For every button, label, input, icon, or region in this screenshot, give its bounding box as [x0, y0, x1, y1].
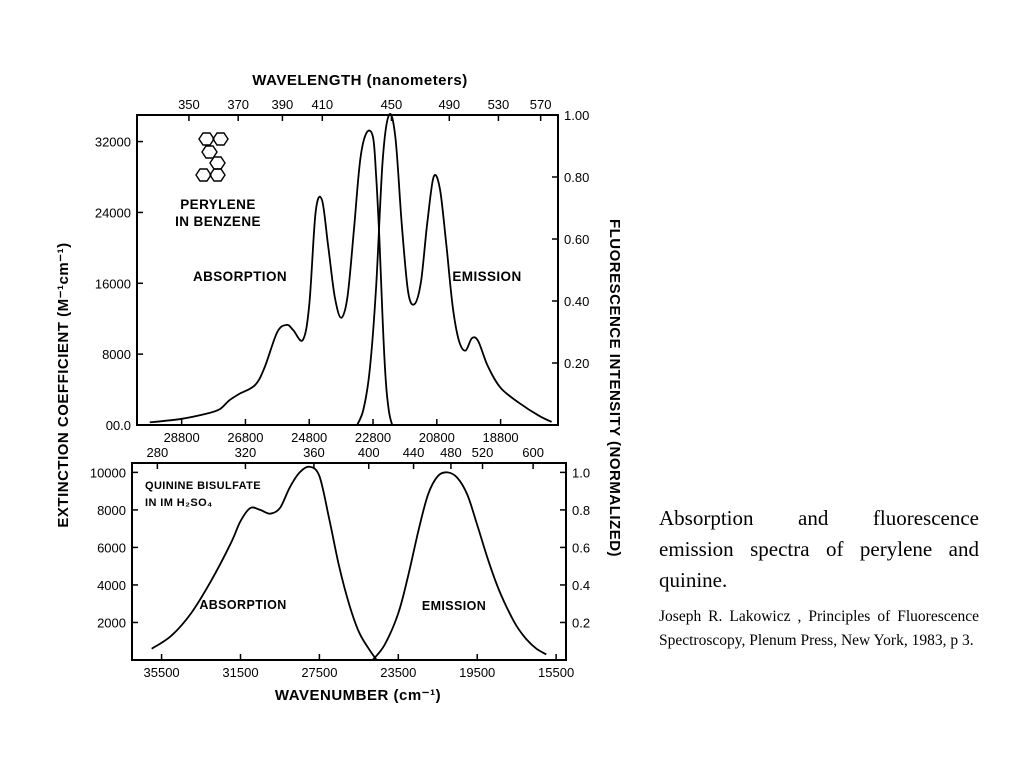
quinine-plot-frame — [131, 462, 567, 661]
wavelength-tick-label: 400 — [358, 445, 380, 460]
x-tick-label: 20800 — [419, 430, 455, 445]
wavelength-tick-label: 490 — [438, 97, 460, 112]
y-tick-label: 2000 — [97, 615, 126, 630]
quinine-absorption-label: ABSORPTION — [199, 598, 286, 612]
y-tick-label: 8000 — [97, 503, 126, 518]
quinine-intensity-ticks: 0.2 0.4 0.6 0.8 1.0 — [560, 465, 590, 630]
right-axis-title: FLUORESCENCE INTENSITY (NORMALIZED) — [606, 219, 623, 557]
wavelength-tick-label: 570 — [530, 97, 552, 112]
x-tick-label: 26800 — [227, 430, 263, 445]
y2-tick-label: 0.8 — [572, 503, 590, 518]
wavelength-tick-label: 450 — [381, 97, 403, 112]
y-tick-label: 4000 — [97, 578, 126, 593]
bottom-axis-title: WAVENUMBER (cm⁻¹) — [275, 687, 441, 704]
series-line-absorption — [151, 465, 378, 661]
y-tick-label: 32000 — [95, 135, 131, 150]
x-tick-label: 15500 — [538, 665, 574, 680]
wavelength-tick-label: 520 — [472, 445, 494, 460]
y2-tick-label: 0.2 — [572, 615, 590, 630]
x-tick-label: 28800 — [164, 430, 200, 445]
y2-tick-label: 1.00 — [564, 108, 589, 123]
wavelength-tick-label: 320 — [235, 445, 257, 460]
perylene-extinction-ticks: 00.0 8000 16000 24000 32000 — [95, 135, 143, 433]
perylene-curves — [149, 113, 552, 426]
perylene-emission-label: EMISSION — [452, 269, 521, 284]
top-axis-title: WAVELENGTH (nanometers) — [252, 72, 467, 89]
perylene-structure-icon — [195, 132, 229, 182]
wavelength-tick-label: 410 — [311, 97, 333, 112]
wavelength-tick-label: 440 — [403, 445, 425, 460]
y2-tick-label: 0.40 — [564, 294, 589, 309]
y2-tick-label: 0.4 — [572, 578, 590, 593]
y-tick-label: 24000 — [95, 205, 131, 220]
quinine-label-line-2: IN IM H₂SO₄ — [145, 497, 213, 509]
y2-tick-label: 0.6 — [572, 540, 590, 555]
y-tick-label: 16000 — [95, 276, 131, 291]
wavelength-tick-label: 360 — [303, 445, 325, 460]
y2-tick-label: 0.60 — [564, 232, 589, 247]
x-tick-label: 23500 — [380, 665, 416, 680]
quinine-emission-label: EMISSION — [422, 599, 486, 613]
series-line-emission — [371, 471, 547, 661]
wavelength-tick-label: 280 — [147, 445, 169, 460]
wavelength-tick-label: 350 — [178, 97, 200, 112]
y2-tick-label: 0.20 — [564, 356, 589, 371]
perylene-wavelength-ticks: 350 370 390 410 450 490 530 570 — [178, 97, 552, 121]
quinine-wavenumber-ticks: 35500 31500 27500 23500 19500 15500 — [144, 654, 574, 680]
figure-caption: Absorption and fluorescence emission spe… — [659, 506, 979, 592]
quinine-extinction-ticks: 2000 4000 6000 8000 10000 — [90, 465, 138, 630]
perylene-intensity-ticks: 0.20 0.40 0.60 0.80 1.00 — [552, 108, 589, 371]
wavelength-tick-label: 600 — [522, 445, 544, 460]
quinine-wavelength-ticks: 280 320 360 400 440 480 520 600 — [147, 445, 544, 469]
y2-tick-label: 0.80 — [564, 170, 589, 185]
series-line-emission — [356, 113, 552, 426]
wavelength-tick-label: 530 — [488, 97, 510, 112]
x-tick-label: 35500 — [144, 665, 180, 680]
y-tick-label: 6000 — [97, 540, 126, 555]
y-tick-label: 8000 — [102, 347, 131, 362]
wavelength-tick-label: 480 — [440, 445, 462, 460]
x-tick-label: 31500 — [222, 665, 258, 680]
quinine-panel: 35500 31500 27500 23500 19500 15500 2000 4000 6… — [90, 445, 590, 680]
left-axis-title: EXTINCTION COEFFICIENT (M⁻¹cm⁻¹) — [55, 242, 72, 527]
quinine-label-line-1: QUININE BISULFATE — [145, 480, 261, 492]
x-tick-label: 18800 — [483, 430, 519, 445]
perylene-label-line-2: IN BENZENE — [175, 214, 261, 229]
y-tick-label: 00.0 — [106, 418, 131, 433]
perylene-wavenumber-ticks: 28800 26800 24800 22800 20800 18800 — [164, 419, 519, 445]
x-tick-label: 22800 — [355, 430, 391, 445]
x-tick-label: 19500 — [459, 665, 495, 680]
y-tick-label: 10000 — [90, 465, 126, 480]
perylene-label-line-1: PERYLENE — [180, 197, 255, 212]
perylene-plot-frame — [136, 114, 559, 426]
figure-citation: Joseph R. Lakowicz , Principles of Fluor… — [659, 608, 979, 649]
y2-tick-label: 1.0 — [572, 465, 590, 480]
x-tick-label: 24800 — [291, 430, 327, 445]
quinine-curves — [151, 465, 547, 661]
wavelength-tick-label: 390 — [272, 97, 294, 112]
wavelength-tick-label: 370 — [227, 97, 249, 112]
x-tick-label: 27500 — [301, 665, 337, 680]
perylene-absorption-label: ABSORPTION — [193, 269, 287, 284]
perylene-panel: 28800 26800 24800 22800 20800 18800 00.0 8000 1… — [95, 97, 589, 445]
series-line-absorption — [149, 129, 394, 426]
